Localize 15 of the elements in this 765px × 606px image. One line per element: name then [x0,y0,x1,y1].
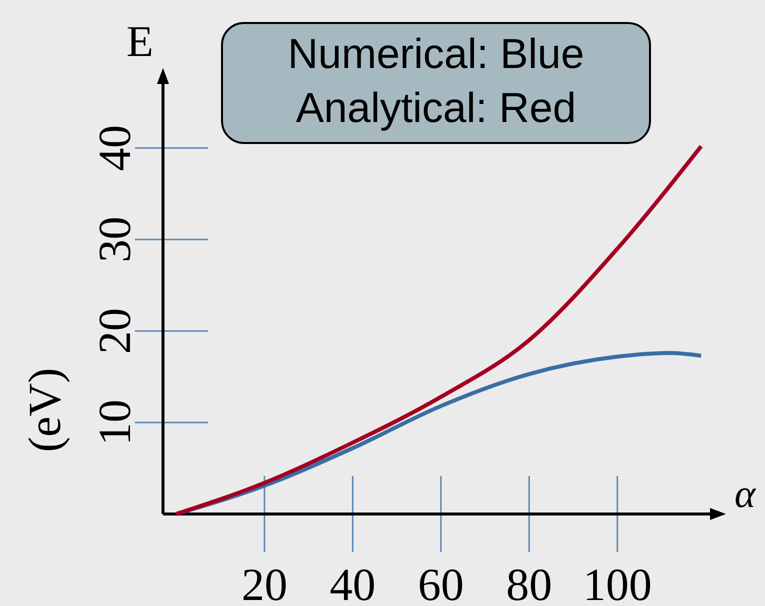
y-tick-label: 40 [89,125,140,172]
x-tick-label: 80 [506,559,552,606]
text: Numerical: Blue [288,30,584,77]
y-axis-title: E [126,17,154,66]
annotation: Analytical: Red [296,84,576,131]
x-tick-label: 100 [582,559,652,606]
x-tick-label: 20 [241,559,288,606]
line-series [174,144,704,516]
x-tick-label: 40 [330,559,376,606]
y-tick-label: 30 [89,216,140,263]
y-tick-label: 10 [89,400,140,446]
text: (eV) [19,368,70,452]
y-tick-label: 20 [89,308,140,354]
x-tick-label: 60 [418,559,464,606]
x-axis-title: α [734,471,756,516]
